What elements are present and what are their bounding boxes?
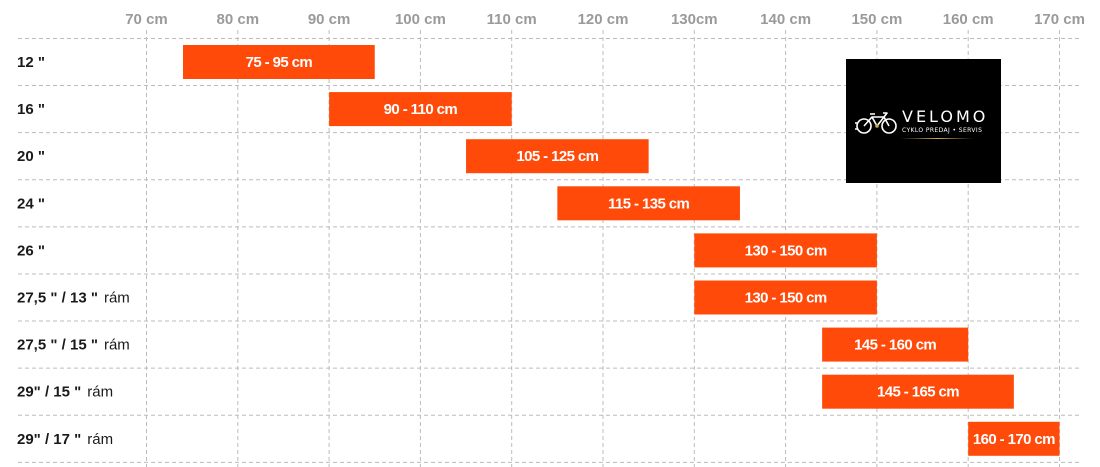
x-tick-label: 110 cm bbox=[487, 11, 537, 28]
x-axis-ticks: 70 cm 80 cm 90 cm 100 cm 110 cm 120 cm 130cm 14… bbox=[125, 11, 1085, 28]
bicycle-icon bbox=[855, 109, 901, 142]
bar-label: 105 - 125 cm bbox=[516, 148, 598, 165]
x-tick-label: 150 cm bbox=[851, 11, 902, 28]
bar-label: 130 - 150 cm bbox=[745, 242, 827, 259]
range-bar bbox=[694, 280, 877, 315]
row-label: 20 " bbox=[17, 148, 45, 165]
x-tick-label: 130cm bbox=[671, 11, 718, 28]
range-bar bbox=[694, 233, 877, 268]
gridlines bbox=[18, 30, 1080, 467]
row-label: 27,5 " / 13 " rám bbox=[17, 290, 130, 307]
row-label: 29" / 17 " rám bbox=[17, 431, 113, 448]
row-suffix: rám bbox=[87, 431, 113, 448]
x-tick-label: 170 cm bbox=[1034, 11, 1085, 28]
row-suffix: rám bbox=[104, 290, 130, 307]
row-label: 26 " bbox=[17, 242, 45, 259]
row-suffix: rám bbox=[104, 337, 130, 354]
x-tick-label: 70 cm bbox=[125, 11, 168, 28]
bar-label: 115 - 135 cm bbox=[608, 195, 689, 212]
bar-label: 145 - 160 cm bbox=[854, 337, 936, 354]
x-tick-label: 90 cm bbox=[308, 11, 351, 28]
row-label: 12 " bbox=[17, 54, 45, 71]
logo-tagline: CYKLO PREDAJ • SERVIS bbox=[902, 127, 983, 134]
bar-label: 75 - 95 cm bbox=[246, 54, 313, 71]
range-bar bbox=[466, 139, 649, 174]
row-label: 16 " bbox=[17, 101, 45, 118]
row-suffix: rám bbox=[87, 384, 113, 401]
row-label: 27,5 " / 15 " rám bbox=[17, 337, 130, 354]
bar-label: 160 - 170 cm bbox=[973, 431, 1055, 448]
range-bar bbox=[557, 186, 740, 221]
range-bars: 75 - 95 cm 90 - 110 cm 105 - 125 cm 115 - 1… bbox=[183, 45, 1060, 456]
x-tick-label: 160 cm bbox=[943, 11, 994, 28]
range-bar bbox=[329, 92, 512, 127]
x-tick-label: 80 cm bbox=[217, 11, 260, 28]
bar-label: 130 - 150 cm bbox=[745, 290, 827, 307]
row-labels: 12 " 16 " 20 " 24 " 26 " 27,5 " / 13 " rám 27,5… bbox=[17, 54, 130, 448]
logo-brand: VELOMO bbox=[902, 107, 989, 126]
range-bar bbox=[968, 421, 1060, 456]
row-label: 24 " bbox=[17, 195, 45, 212]
x-tick-label: 100 cm bbox=[395, 11, 446, 28]
range-bar bbox=[822, 374, 1014, 409]
bar-label: 90 - 110 cm bbox=[384, 101, 458, 118]
logo-underline bbox=[900, 138, 974, 139]
row-label: 29" / 15 " rám bbox=[17, 384, 113, 401]
range-bar bbox=[183, 45, 375, 79]
x-tick-label: 140 cm bbox=[760, 11, 811, 28]
velomo-logo: VELOMO CYKLO PREDAJ • SERVIS bbox=[846, 59, 1001, 183]
x-tick-label: 120 cm bbox=[578, 11, 629, 28]
bar-label: 145 - 165 cm bbox=[877, 384, 959, 401]
range-bar bbox=[822, 327, 969, 362]
